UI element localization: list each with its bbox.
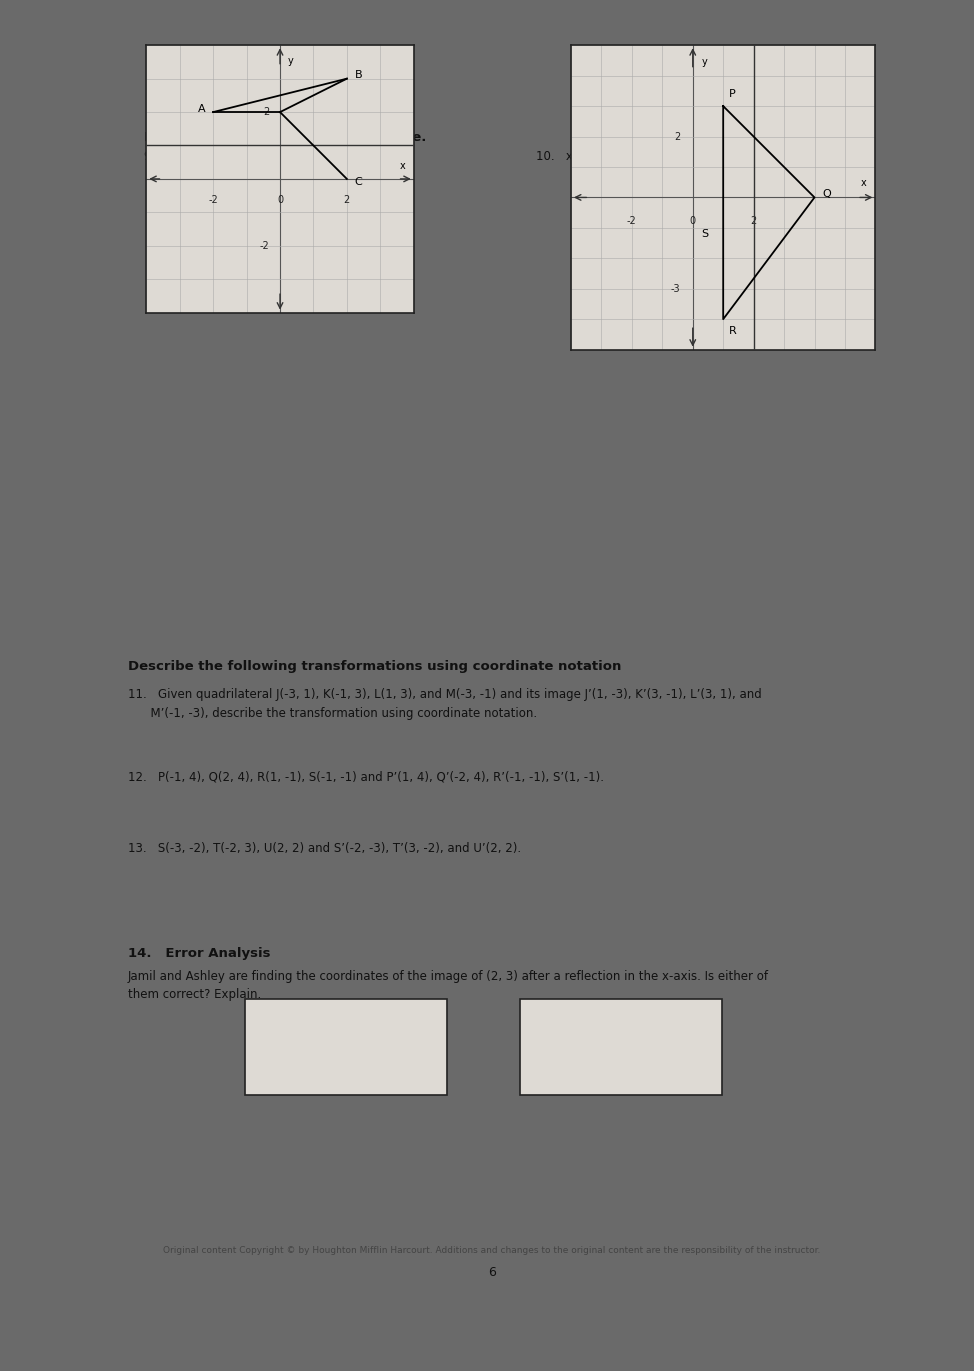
Text: -3: -3 bbox=[671, 284, 681, 293]
Text: B: B bbox=[355, 70, 362, 81]
Text: 2: 2 bbox=[751, 215, 757, 226]
Text: x: x bbox=[860, 178, 866, 188]
Text: 14.   Error Analysis: 14. Error Analysis bbox=[129, 947, 271, 960]
Text: 10.   x = 2: 10. x = 2 bbox=[537, 151, 598, 163]
Text: 2: 2 bbox=[263, 107, 270, 117]
Text: 0: 0 bbox=[690, 215, 695, 226]
Text: Ashley: Ashley bbox=[596, 1012, 646, 1024]
Text: Jamil: Jamil bbox=[328, 1012, 365, 1024]
Text: Describe the following transformations using coordinate notation: Describe the following transformations u… bbox=[129, 659, 621, 673]
Text: 6: 6 bbox=[488, 1265, 496, 1279]
Text: S: S bbox=[701, 229, 708, 239]
Text: C: C bbox=[355, 177, 362, 188]
Text: 9.   y = 1: 9. y = 1 bbox=[144, 151, 199, 163]
Text: C’(−2, 3): C’(−2, 3) bbox=[594, 1039, 648, 1053]
Text: x: x bbox=[400, 160, 406, 171]
Text: P: P bbox=[729, 89, 735, 99]
Text: M’(-1, -3), describe the transformation using coordinate notation.: M’(-1, -3), describe the transformation … bbox=[129, 707, 538, 720]
Text: Q: Q bbox=[822, 189, 831, 199]
Text: A: A bbox=[198, 104, 206, 114]
FancyBboxPatch shape bbox=[520, 999, 723, 1095]
Text: 13.   S(-3, -2), T(-2, 3), U(2, 2) and S’(-2, -3), T’(3, -2), and U’(2, 2).: 13. S(-3, -2), T(-2, 3), U(2, 2) and S’(… bbox=[129, 842, 521, 856]
Text: 11.   Given quadrilateral J(-3, 1), K(-1, 3), L(1, 3), and M(-3, -1) and its ima: 11. Given quadrilateral J(-3, 1), K(-1, … bbox=[129, 688, 762, 701]
Text: 0: 0 bbox=[277, 195, 283, 204]
Text: R: R bbox=[729, 326, 736, 336]
Text: -2: -2 bbox=[260, 241, 270, 251]
Text: y: y bbox=[702, 58, 708, 67]
Text: -2: -2 bbox=[208, 195, 218, 204]
Text: Jamil and Ashley are finding the coordinates of the image of (2, 3) after a refl: Jamil and Ashley are finding the coordin… bbox=[129, 969, 769, 983]
Text: C’(2, −3): C’(2, −3) bbox=[319, 1039, 373, 1053]
Text: them correct? Explain.: them correct? Explain. bbox=[129, 988, 261, 1001]
FancyBboxPatch shape bbox=[245, 999, 447, 1095]
Text: 12.   P(-1, 4), Q(2, 4), R(1, -1), S(-1, -1) and P’(1, 4), Q’(-2, 4), R’(-1, -1): 12. P(-1, 4), Q(2, 4), R(1, -1), S(-1, -… bbox=[129, 771, 604, 784]
Text: 2: 2 bbox=[344, 195, 350, 204]
Text: Original content Copyright © by Houghton Mifflin Harcourt. Additions and changes: Original content Copyright © by Houghton… bbox=[164, 1246, 820, 1254]
Text: y: y bbox=[288, 56, 294, 66]
Text: -2: -2 bbox=[627, 215, 637, 226]
Text: 2: 2 bbox=[674, 132, 681, 141]
Text: Reflect the figure over the given line.: Reflect the figure over the given line. bbox=[144, 130, 427, 144]
